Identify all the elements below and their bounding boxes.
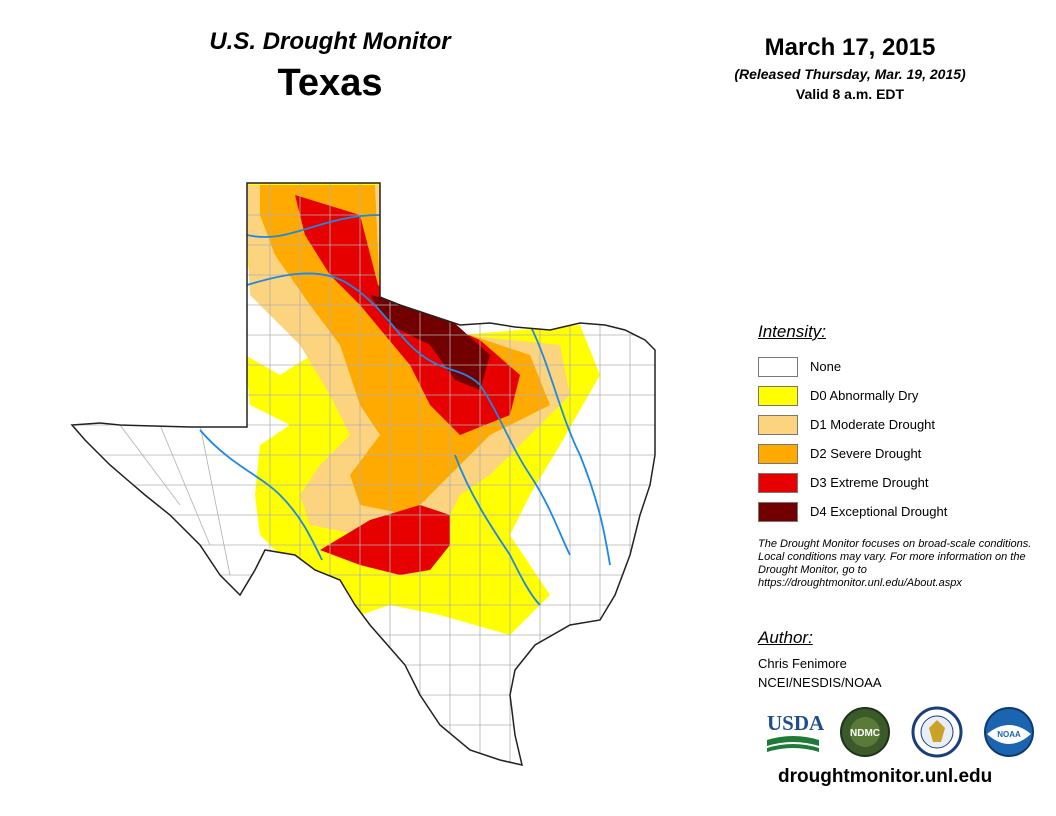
legend-heading: Intensity: [758,322,827,341]
legend-label: None [810,359,842,374]
legend-item-none: None [758,352,1048,381]
legend-label: D4 Exceptional Drought [810,504,948,519]
header-left: U.S. Drought Monitor Texas [150,28,510,105]
eagle-icon [929,720,945,742]
usda-logo-text: USDA [767,711,825,735]
pecos-river [199,429,323,561]
texas-outline [70,182,656,766]
partner-logos: USDA NDMC NOAA [767,706,1034,758]
legend-item-d4: D4 Exceptional Drought [758,497,1048,526]
monitor-title: U.S. Drought Monitor [209,28,451,55]
noaa-logo-text: NOAA [997,730,1021,739]
legend-item-d1: D1 Moderate Drought [758,410,1048,439]
author-org: NCEI/NESDIS/NOAA [758,675,882,690]
noaa-logo[interactable]: NOAA [984,707,1034,757]
legend-swatch [758,385,798,406]
header-right: March 17, 2015 (Released Thursday, Mar. … [700,34,1000,102]
legend-item-d2: D2 Severe Drought [758,439,1048,468]
legend-label: D1 Moderate Drought [810,417,936,432]
legend: Intensity: None D0 Abnormally Dry D1 Mod… [758,322,1048,526]
usda-field-icon [767,736,819,746]
ndmc-logo-text: NDMC [850,728,880,739]
d4-exceptional-drought-area [370,295,490,390]
noaa-bird-icon [987,725,1031,744]
rivers [199,214,611,606]
doc-logo[interactable] [911,706,963,758]
map-date: March 17, 2015 [764,34,936,61]
legend-swatch [758,414,798,435]
legend-swatch [758,443,798,464]
release-note: (Released Thursday, Mar. 19, 2015) [734,66,966,82]
legend-label: D3 Extreme Drought [810,475,929,490]
ndmc-inner-icon [850,717,880,747]
legend-label: D0 Abnormally Dry [810,388,919,403]
legend-item-d3: D3 Extreme Drought [758,468,1048,497]
valid-time: Valid 8 a.m. EDT [795,86,905,102]
canadian-river [246,214,381,238]
legend-swatch [758,356,798,377]
legend-label: D2 Severe Drought [810,446,922,461]
legend-swatch [758,472,798,493]
disclaimer: The Drought Monitor focuses on broad-sca… [758,538,1032,589]
site-url[interactable]: droughtmonitor.unl.edu [778,766,993,787]
usda-field-icon [767,744,819,752]
brazos-river [246,272,571,556]
legend-item-d0: D0 Abnormally Dry [758,381,1048,410]
author-name: Chris Fenimore [758,656,847,671]
d3-extreme-drought-area-south [320,505,450,575]
texas-drought-map [70,182,656,766]
usda-logo[interactable]: USDA [767,711,825,752]
ndmc-logo[interactable]: NDMC [840,707,890,757]
state-name: Texas [277,62,383,104]
legend-swatch [758,501,798,522]
trinity-river [529,324,611,566]
author-block: Author: Chris Fenimore NCEI/NESDIS/NOAA [758,628,882,690]
author-heading: Author: [758,628,813,647]
colorado-river [454,454,541,606]
